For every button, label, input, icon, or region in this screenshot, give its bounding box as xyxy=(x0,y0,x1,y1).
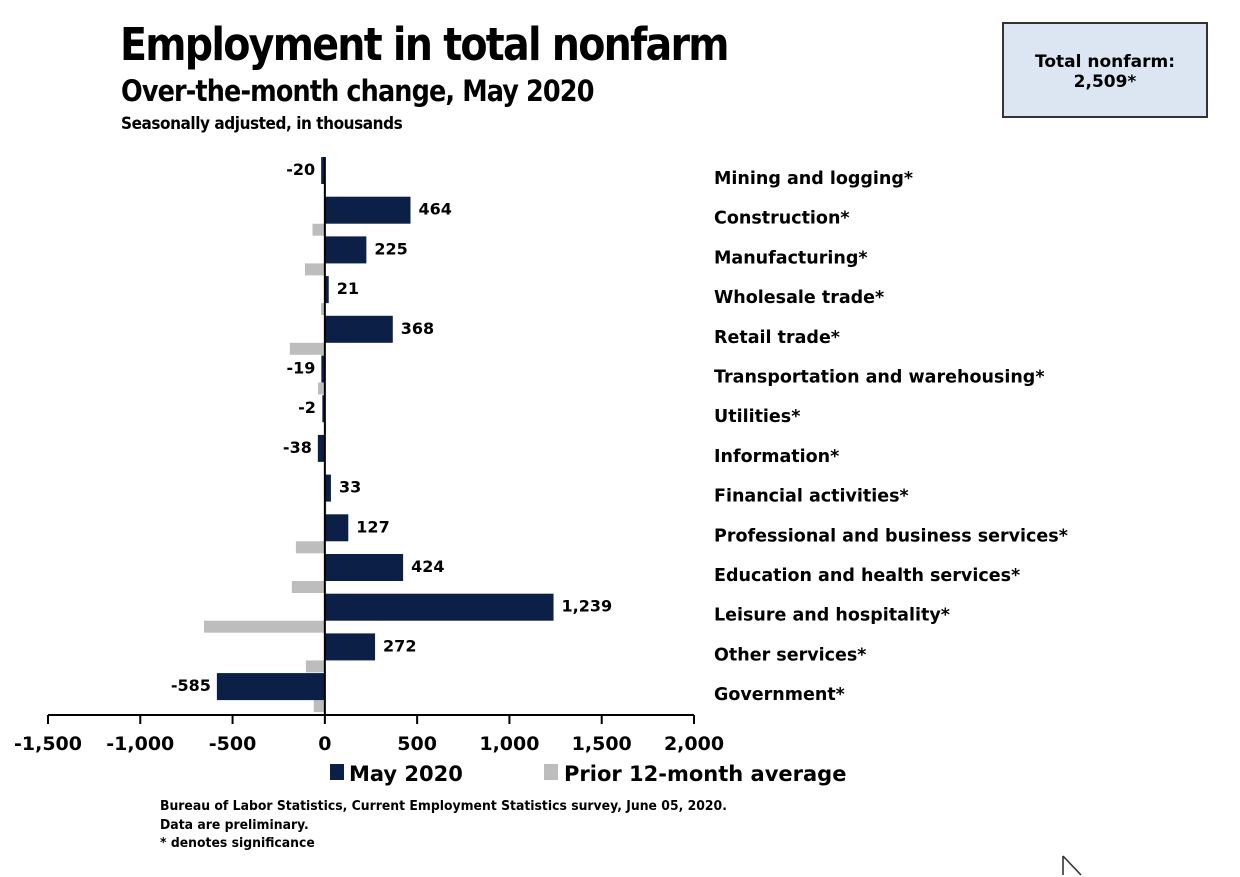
footer-significance: * denotes significance xyxy=(160,835,315,851)
category-label: Manufacturing* xyxy=(714,248,868,268)
total-nonfarm-box: Total nonfarm: 2,509* xyxy=(1002,22,1208,118)
category-label: Financial activities* xyxy=(714,487,909,507)
value-labels: -20 464 225 21 368 -19 -2 -38 33 127 424 1,239 272 -5… xyxy=(171,160,612,695)
bar-may-2020 xyxy=(324,554,404,581)
category-label: Retail trade* xyxy=(714,328,840,348)
value-label: 368 xyxy=(401,319,434,338)
footer-source: Bureau of Labor Statistics, Current Empl… xyxy=(160,798,727,814)
legend-label-prior-average: Prior 12-month average xyxy=(564,762,846,786)
category-label: Transportation and warehousing* xyxy=(714,368,1044,388)
bar-may-2020 xyxy=(324,315,393,343)
value-label: 33 xyxy=(339,478,361,497)
value-label: -585 xyxy=(171,676,211,695)
x-tick-label: 0 xyxy=(318,733,331,755)
bar-prior-average xyxy=(305,660,325,673)
value-label: -2 xyxy=(298,398,316,417)
x-tick-label: 1,500 xyxy=(572,733,632,755)
value-label: 225 xyxy=(374,239,407,258)
value-label: 1,239 xyxy=(562,597,613,616)
footer-preliminary: Data are preliminary. xyxy=(160,816,309,833)
category-label: Education and health services* xyxy=(714,566,1020,586)
value-label: 127 xyxy=(356,517,389,536)
bar-may-2020 xyxy=(317,434,325,462)
bar-may-2020 xyxy=(216,673,325,701)
may-2020-bars xyxy=(216,157,554,701)
bar-prior-average xyxy=(203,620,325,633)
category-label: Wholesale trade* xyxy=(714,288,884,308)
category-label: Utilities* xyxy=(714,407,800,427)
value-label: 21 xyxy=(337,279,359,298)
value-label: -20 xyxy=(286,160,315,179)
category-labels: Mining and logging* Construction* Manufact… xyxy=(714,169,1068,705)
x-tick-label: -1,000 xyxy=(106,733,174,755)
value-label: -38 xyxy=(283,438,312,457)
bar-prior-average xyxy=(291,581,325,593)
category-label: Information* xyxy=(714,447,839,467)
bar-prior-average xyxy=(312,223,325,236)
x-tick-label: 1,000 xyxy=(479,733,539,755)
bar-may-2020 xyxy=(324,593,554,621)
x-tick-label: -500 xyxy=(209,733,257,755)
mouse-pointer-icon xyxy=(1062,855,1082,876)
bar-prior-average xyxy=(295,541,325,554)
bar-may-2020 xyxy=(324,276,329,304)
value-label: -19 xyxy=(286,359,315,378)
category-label: Leisure and hospitality* xyxy=(714,606,950,626)
category-label: Other services* xyxy=(714,645,866,665)
bar-prior-average xyxy=(318,382,325,395)
bar-prior-average xyxy=(313,700,325,713)
x-tick-label: 500 xyxy=(397,733,437,755)
x-axis: -1,500 -1,000 -500 0 500 1,000 1,500 2,000 xyxy=(14,157,724,755)
bar-prior-average xyxy=(304,263,325,276)
x-tick-label: -1,500 xyxy=(14,733,82,755)
footer-notes: Bureau of Labor Statistics, Current Empl… xyxy=(160,797,727,853)
category-label: Professional and business services* xyxy=(714,526,1068,546)
category-label: Mining and logging* xyxy=(714,169,913,189)
category-label: Government* xyxy=(714,685,845,705)
bar-may-2020 xyxy=(324,514,349,542)
prior-average-bars xyxy=(203,184,327,713)
chart-units-note: Seasonally adjusted, in thousands xyxy=(121,114,403,134)
bar-chart: -20 464 225 21 368 -19 -2 -38 33 127 424 1,239 272 -5… xyxy=(14,157,1068,786)
value-label: 272 xyxy=(383,636,416,655)
bar-may-2020 xyxy=(322,395,325,423)
value-label: 424 xyxy=(411,557,444,576)
bar-may-2020 xyxy=(324,633,376,661)
legend-label-may-2020: May 2020 xyxy=(349,762,463,786)
legend-swatch-prior-average xyxy=(544,764,558,780)
bar-may-2020 xyxy=(321,157,325,184)
bar-may-2020 xyxy=(324,196,411,224)
legend-swatch-may-2020 xyxy=(330,764,344,780)
value-label: 464 xyxy=(418,200,451,219)
bar-prior-average xyxy=(320,303,325,316)
bar-may-2020 xyxy=(324,236,367,264)
chart-title: Employment in total nonfarm xyxy=(120,18,730,71)
legend: May 2020 Prior 12-month average xyxy=(330,762,846,786)
chart-subtitle: Over-the-month change, May 2020 xyxy=(121,74,594,108)
bar-may-2020 xyxy=(324,474,331,502)
total-nonfarm-value: 2,509* xyxy=(1073,72,1137,92)
x-tick-label: 2,000 xyxy=(664,733,724,755)
bar-may-2020 xyxy=(321,355,325,383)
bar-prior-average xyxy=(289,342,325,355)
category-label: Construction* xyxy=(714,209,850,229)
total-nonfarm-label: Total nonfarm: xyxy=(1034,52,1175,72)
